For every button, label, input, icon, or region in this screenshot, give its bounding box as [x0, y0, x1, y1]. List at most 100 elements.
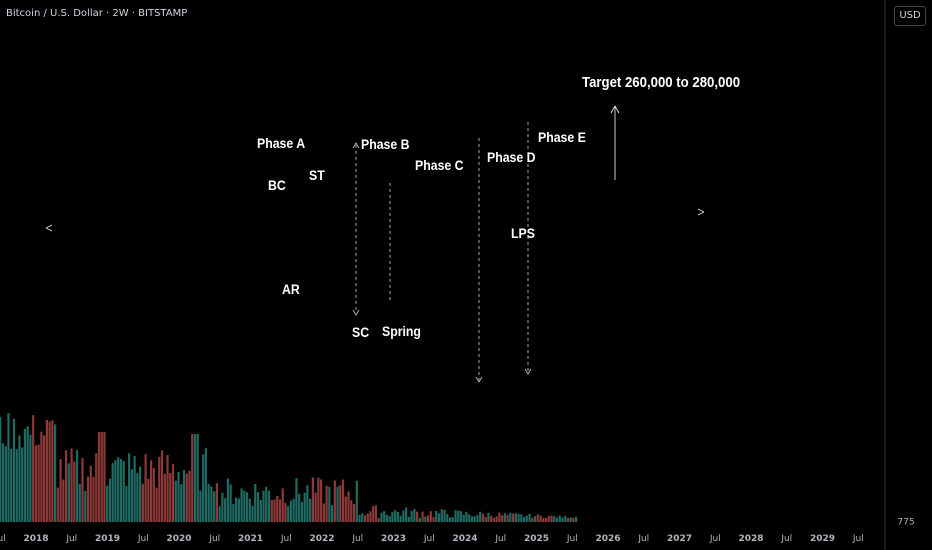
volume-bar — [232, 504, 235, 522]
volume-bar — [413, 508, 416, 522]
trendlines — [45, 208, 705, 232]
volume-bar — [363, 515, 367, 522]
volume-bar — [226, 478, 229, 522]
volume-bar — [498, 512, 501, 522]
volume-bar — [29, 434, 32, 522]
time-tick-label: 2029 — [810, 534, 835, 544]
volume-bar — [125, 485, 128, 522]
time-tick-label: Jul — [280, 534, 292, 544]
volume-bar — [366, 513, 369, 522]
volume-bar — [97, 432, 101, 522]
volume-bar — [78, 483, 81, 522]
volume-bar — [7, 413, 10, 522]
volume-bar — [193, 434, 197, 522]
volume-bar — [122, 460, 125, 522]
phase-markers — [352, 105, 620, 383]
volume-bar — [284, 502, 287, 522]
arrow-up — [352, 142, 360, 149]
volume-bar — [18, 435, 21, 522]
volume-bar — [64, 450, 68, 522]
volume-bar — [221, 492, 224, 522]
volume-bar — [177, 471, 180, 522]
volume-bar — [108, 478, 112, 522]
volume-bar — [440, 509, 443, 522]
volume-bar — [43, 435, 46, 522]
volume-bar — [501, 515, 504, 522]
volume-bar — [92, 476, 95, 522]
volume-bar — [1, 443, 5, 522]
volume-bar — [468, 514, 471, 522]
volume-bar — [372, 506, 375, 522]
volume-bar — [317, 477, 320, 522]
volume-bar — [470, 516, 474, 522]
volume-bar — [86, 476, 90, 522]
volume-bar — [314, 492, 317, 522]
volume-bar — [166, 454, 169, 522]
time-tick-label: 2018 — [23, 534, 48, 544]
volume-bar — [62, 479, 65, 522]
volume-bar — [462, 514, 465, 522]
volume-bar — [328, 486, 331, 522]
volume-bar — [48, 421, 51, 522]
volume-bar — [520, 514, 523, 522]
volume-bar — [457, 510, 460, 522]
time-tick-label: Jul — [709, 534, 721, 544]
volume-bar — [446, 514, 449, 522]
volume-bar — [503, 513, 506, 522]
volume-bar — [309, 498, 312, 522]
volume-bar — [4, 446, 7, 522]
volume-bar — [369, 511, 372, 522]
volume-bar — [509, 512, 512, 522]
volume-bar — [53, 424, 57, 522]
volume-bar — [407, 517, 410, 522]
volume-bar — [185, 473, 188, 522]
volume-bar — [481, 513, 485, 522]
volume-bar — [539, 515, 542, 522]
volume-bar — [533, 516, 537, 522]
volume-bar — [141, 483, 144, 522]
volume-bar — [459, 511, 463, 522]
volume-bar — [26, 426, 29, 522]
price-tick-label: 775 — [897, 518, 914, 528]
time-tick-label: Jul — [0, 534, 6, 544]
volume-bar — [564, 515, 567, 522]
volume-bar — [106, 485, 109, 522]
volume-bar — [245, 492, 249, 522]
volume-bar — [229, 484, 232, 522]
volume-bar — [479, 511, 482, 522]
time-tick-label: 2025 — [524, 534, 549, 544]
annotation-phase-b: Phase B — [361, 136, 410, 152]
volume-bar — [330, 505, 334, 522]
volume-bar — [572, 517, 575, 522]
volume-bar — [188, 470, 191, 522]
volume-bar — [355, 480, 358, 522]
volume-bar — [259, 499, 262, 522]
volume-bar — [130, 469, 133, 522]
volume-bar — [158, 456, 161, 522]
volume-bar — [59, 459, 62, 522]
volume-bar — [339, 485, 342, 522]
volume-bar — [191, 434, 194, 522]
volume-bar — [147, 478, 150, 522]
volume-bar — [133, 456, 136, 522]
time-axis: Jul 2018 Jul 2019 Jul 2020 Jul 2021 Jul 2022 Jul 20… — [0, 534, 864, 544]
volume-bar — [243, 490, 246, 522]
volume-bar — [139, 466, 142, 522]
volume-bar — [119, 458, 123, 522]
volume-bar — [448, 517, 452, 522]
volume-bar — [465, 511, 468, 522]
currency-button[interactable]: USD — [894, 6, 926, 26]
volume-bar — [213, 491, 216, 522]
annotation-target: Target 260,000 to 280,000 — [582, 73, 740, 90]
volume-bar — [171, 463, 175, 522]
volume-bar — [12, 418, 16, 522]
volume-bar — [254, 483, 257, 522]
annotation-sc: SC — [352, 324, 370, 340]
volume-bar — [341, 479, 345, 522]
volume-bar — [182, 470, 186, 522]
volume-bar — [451, 517, 454, 522]
volume-bar — [270, 499, 273, 522]
volume-bar — [473, 516, 476, 522]
